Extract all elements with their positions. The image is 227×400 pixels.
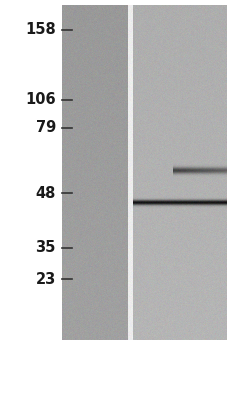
Text: 48: 48: [35, 186, 56, 200]
Text: 23: 23: [35, 272, 56, 286]
Text: 106: 106: [25, 92, 56, 108]
Text: 158: 158: [25, 22, 56, 38]
Text: 35: 35: [35, 240, 56, 256]
Text: 79: 79: [35, 120, 56, 136]
